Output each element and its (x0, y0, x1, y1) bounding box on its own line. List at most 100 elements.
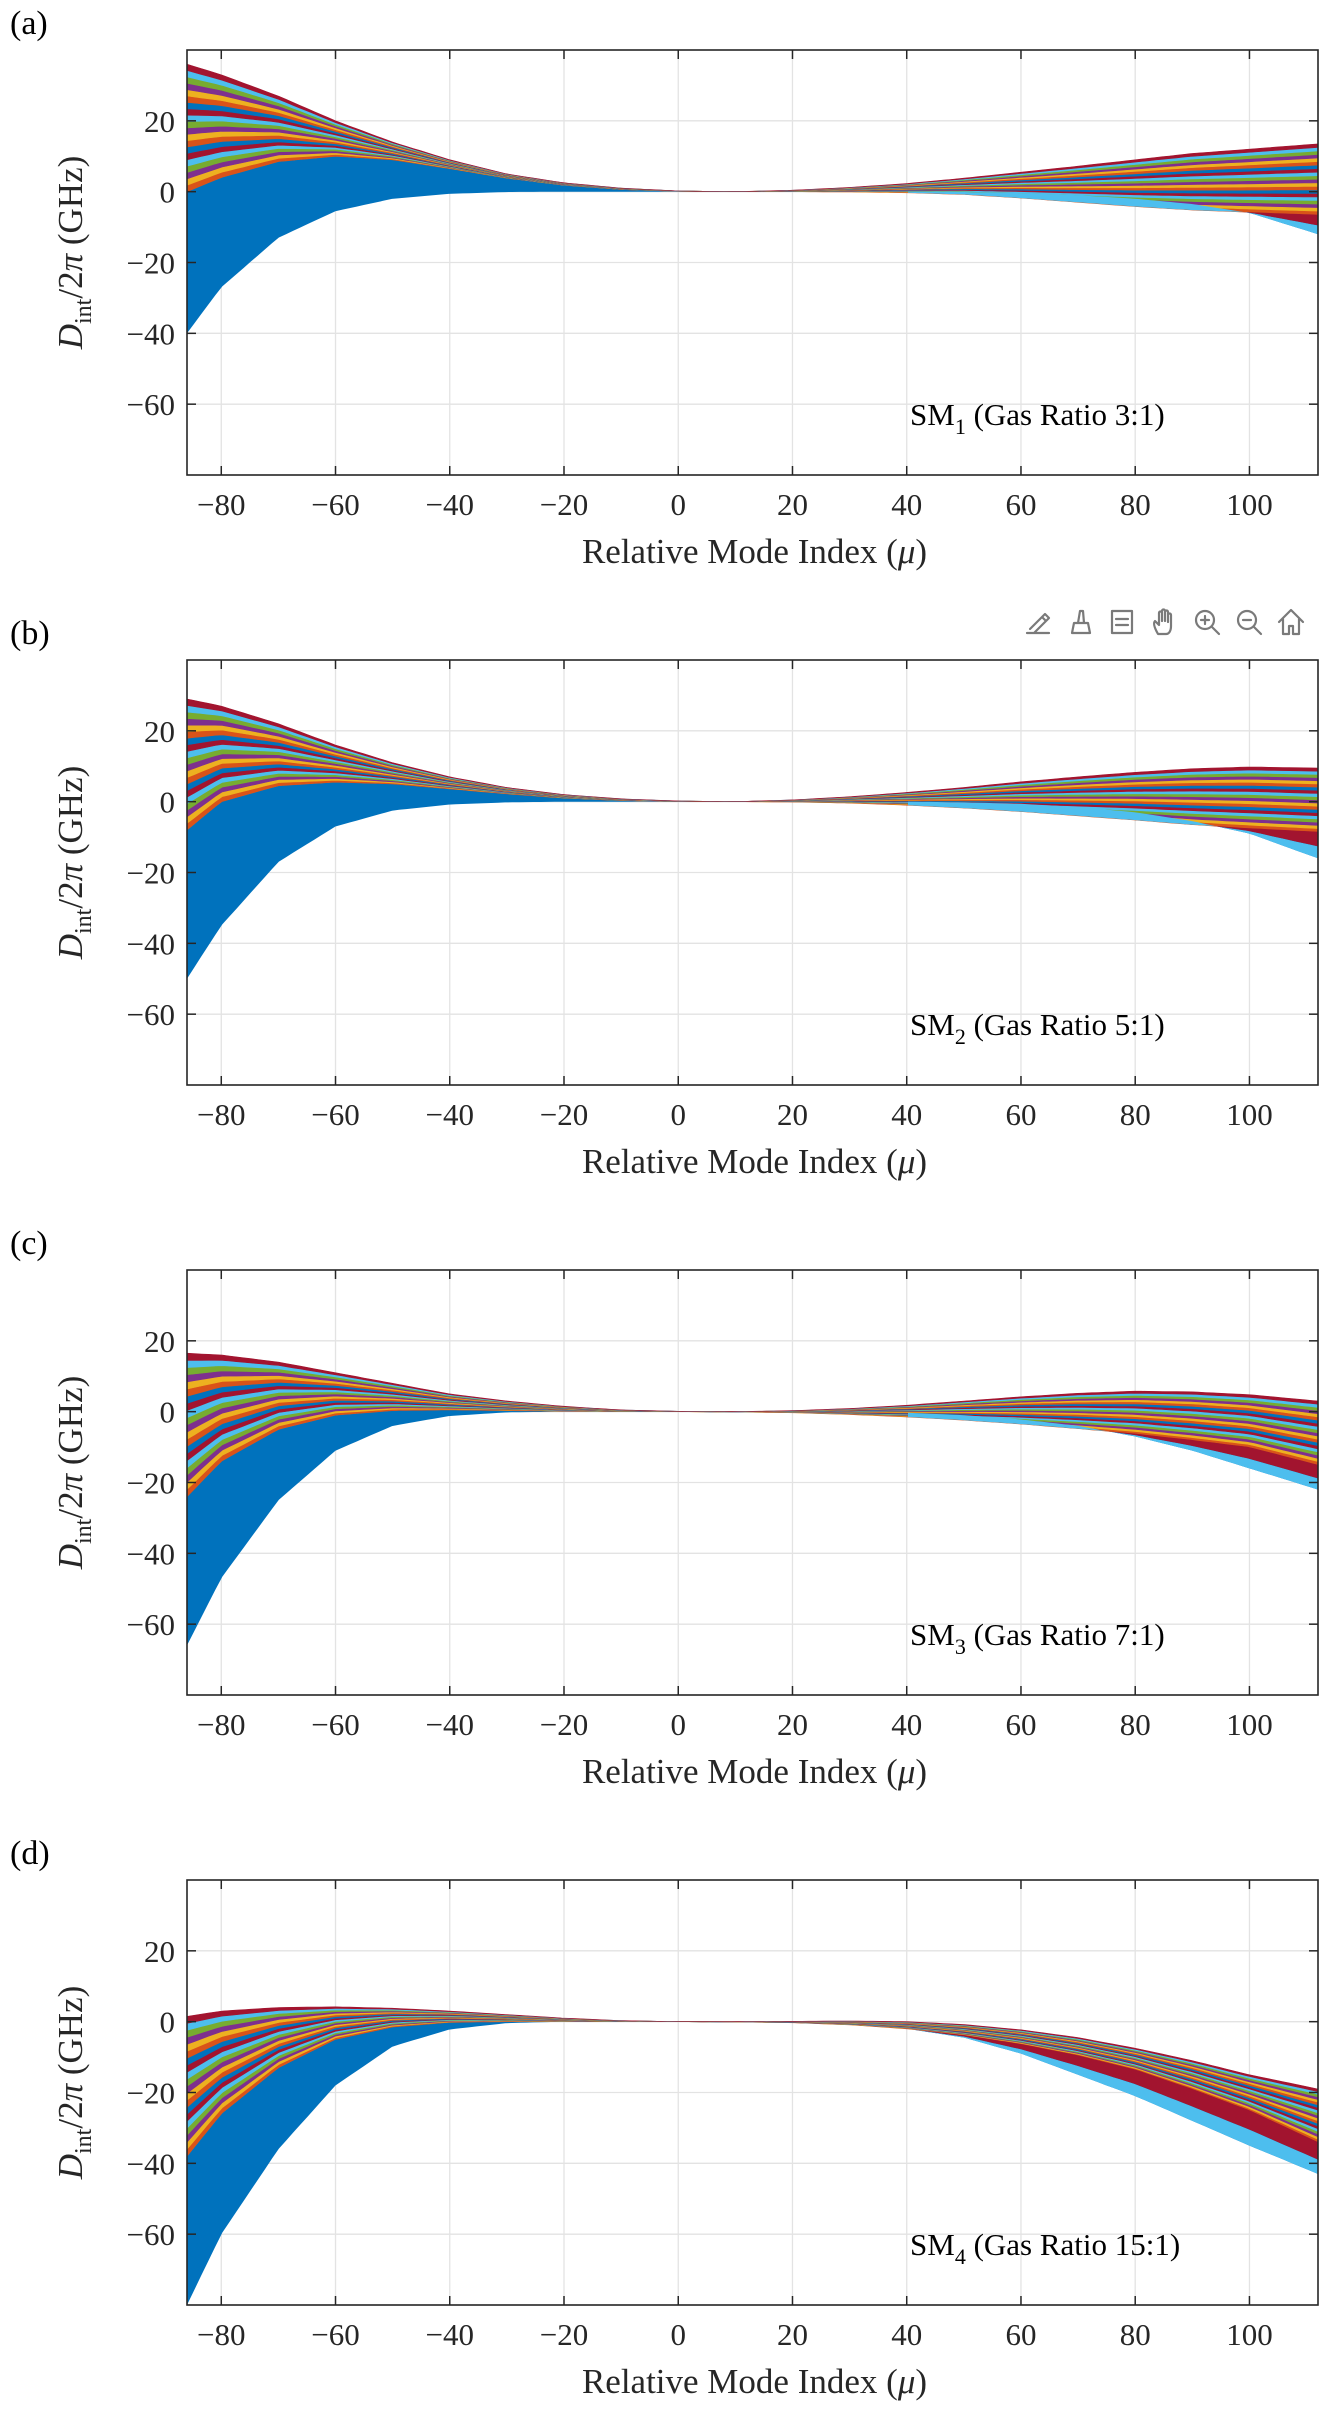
x-tick-label: 0 (670, 1097, 686, 1132)
y-tick-label: 20 (144, 714, 175, 749)
x-tick-label: −40 (426, 487, 474, 522)
y-tick-label: −60 (127, 387, 175, 422)
x-tick-label: 80 (1120, 487, 1151, 522)
dispersion-curves (187, 2006, 1318, 2305)
series-annotation: SM2 (Gas Ratio 5:1) (910, 1007, 1165, 1049)
x-tick-label: −40 (426, 2317, 474, 2352)
x-axis-label: Relative Mode Index (μ) (582, 1752, 927, 1791)
x-tick-label: 100 (1226, 1707, 1273, 1742)
home-icon[interactable] (1274, 605, 1308, 639)
datatip-icon[interactable] (1106, 605, 1140, 639)
curve-band-1 (187, 156, 1318, 334)
x-tick-label: −60 (311, 2317, 359, 2352)
x-tick-label: 40 (891, 1097, 922, 1132)
curve-band-21 (187, 698, 1318, 802)
y-tick-label: 0 (160, 1395, 176, 1430)
x-tick-label: −80 (197, 487, 245, 522)
x-tick-label: 100 (1226, 487, 1273, 522)
x-tick-label: −60 (311, 487, 359, 522)
x-tick-label: −40 (426, 1707, 474, 1742)
x-tick-label: 40 (891, 487, 922, 522)
zoom-in-icon[interactable] (1190, 605, 1224, 639)
y-tick-label: 20 (144, 1324, 175, 1359)
x-axis-label: Relative Mode Index (μ) (582, 532, 927, 571)
x-tick-label: 100 (1226, 2317, 1273, 2352)
x-tick-label: −20 (540, 487, 588, 522)
export-icon[interactable] (1022, 605, 1056, 639)
tick-labels: −80 −60 −40 −20 0 20 40 60 80 100 −60 −40 −20 0 20 (127, 1270, 1318, 1742)
curve-band-tail-red (908, 1417, 1318, 1479)
x-tick-label: 0 (670, 2317, 686, 2352)
y-tick-label: −20 (127, 1466, 175, 1501)
y-tick-label: 0 (160, 175, 176, 210)
curve-band-tail-light (908, 801, 1318, 859)
curve-band-21 (187, 63, 1318, 192)
zoom-out-icon[interactable] (1232, 605, 1266, 639)
x-tick-label: −80 (197, 1097, 245, 1132)
panel-label: (c) (10, 1225, 48, 1262)
x-tick-label: 80 (1120, 1707, 1151, 1742)
tick-labels: −80 −60 −40 −20 0 20 40 60 80 100 −60 −40 −20 0 20 (127, 1880, 1318, 2352)
panel-2: −80 −60 −40 −20 0 20 40 60 80 100 −60 −40 −20 0 20 Rela… (10, 615, 1319, 1181)
dispersion-curves (187, 698, 1318, 979)
x-tick-label: 0 (670, 1707, 686, 1742)
x-tick-label: 40 (891, 2317, 922, 2352)
x-tick-label: 100 (1226, 1097, 1273, 1132)
x-tick-label: 0 (670, 487, 686, 522)
curve-band-21 (187, 1352, 1318, 1413)
curve-band-1 (187, 1409, 1318, 1646)
brush-icon[interactable] (1064, 605, 1098, 639)
y-tick-label: −20 (127, 246, 175, 281)
curve-band-21 (187, 2006, 1318, 2092)
y-axis-label: Dint/2π (GHz) (51, 1986, 97, 2181)
x-axis-label: Relative Mode Index (μ) (582, 2362, 927, 2401)
pan-icon[interactable] (1148, 605, 1182, 639)
series-annotation: SM4 (Gas Ratio 15:1) (910, 2227, 1180, 2269)
series-annotation: SM3 (Gas Ratio 7:1) (910, 1617, 1165, 1659)
y-tick-label: −40 (127, 316, 175, 351)
x-tick-label: 80 (1120, 1097, 1151, 1132)
x-tick-label: 60 (1005, 487, 1036, 522)
axes-toolbar (1022, 605, 1308, 639)
panel-label: (b) (10, 615, 50, 652)
x-axis-label: Relative Mode Index (μ) (582, 1142, 927, 1181)
x-tick-label: −20 (540, 1707, 588, 1742)
y-tick-label: 20 (144, 104, 175, 139)
x-tick-label: −20 (540, 2317, 588, 2352)
x-tick-label: −80 (197, 2317, 245, 2352)
panel-label: (a) (10, 5, 48, 42)
y-tick-label: −60 (127, 997, 175, 1032)
x-tick-label: 80 (1120, 2317, 1151, 2352)
dispersion-curves (187, 1352, 1318, 1646)
y-tick-label: 20 (144, 1934, 175, 1969)
tick-labels: −80 −60 −40 −20 0 20 40 60 80 100 −60 −40 −20 0 20 (127, 50, 1318, 522)
panel-label: (d) (10, 1835, 50, 1872)
y-axis-label: Dint/2π (GHz) (51, 156, 97, 351)
x-tick-label: −40 (426, 1097, 474, 1132)
y-tick-label: −60 (127, 2217, 175, 2252)
tick-labels: −80 −60 −40 −20 0 20 40 60 80 100 −60 −40 −20 0 20 (127, 660, 1318, 1132)
curve-band-1 (187, 782, 1318, 979)
y-tick-label: −60 (127, 1607, 175, 1642)
x-tick-label: −20 (540, 1097, 588, 1132)
x-tick-label: −60 (311, 1707, 359, 1742)
x-tick-label: 60 (1005, 2317, 1036, 2352)
x-tick-label: −80 (197, 1707, 245, 1742)
dispersion-curves (187, 63, 1318, 334)
x-tick-label: 20 (777, 487, 808, 522)
x-tick-label: 20 (777, 2317, 808, 2352)
y-tick-label: 0 (160, 2005, 176, 2040)
y-tick-label: −40 (127, 1536, 175, 1571)
panel-4: −80 −60 −40 −20 0 20 40 60 80 100 −60 −40 −20 0 20 Rela… (10, 1835, 1319, 2401)
x-tick-label: 20 (777, 1097, 808, 1132)
x-tick-label: −60 (311, 1097, 359, 1132)
y-tick-label: −20 (127, 2076, 175, 2111)
x-tick-label: 40 (891, 1707, 922, 1742)
y-axis-label: Dint/2π (GHz) (51, 1376, 97, 1571)
x-tick-label: 60 (1005, 1097, 1036, 1132)
y-axis-label: Dint/2π (GHz) (51, 766, 97, 961)
y-tick-label: −40 (127, 2146, 175, 2181)
y-tick-label: −20 (127, 856, 175, 891)
y-tick-label: −40 (127, 926, 175, 961)
